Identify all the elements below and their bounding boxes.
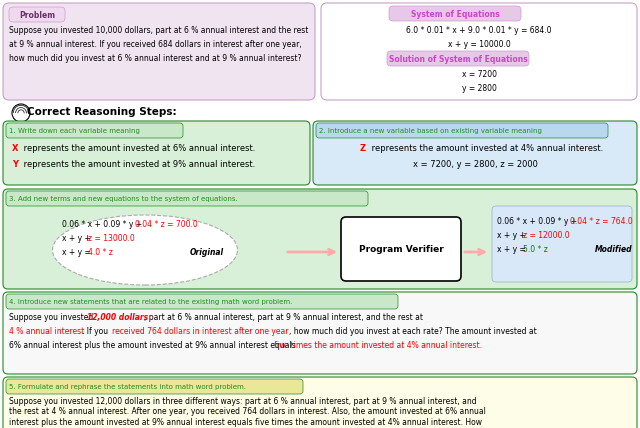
Text: Suppose you invested 10,000 dollars, part at 6 % annual interest and the rest: Suppose you invested 10,000 dollars, par…: [9, 26, 308, 35]
Text: , part at 6 % annual interest, part at 9 % annual interest, and the rest at: , part at 6 % annual interest, part at 9…: [144, 313, 423, 322]
FancyBboxPatch shape: [492, 206, 632, 282]
FancyBboxPatch shape: [387, 51, 529, 66]
Text: 6% annual interest plus the amount invested at 9% annual interest equals: 6% annual interest plus the amount inves…: [9, 341, 298, 350]
FancyBboxPatch shape: [9, 7, 65, 22]
Text: Original: Original: [190, 248, 224, 257]
Text: X: X: [12, 144, 19, 153]
Text: Z: Z: [360, 144, 366, 153]
Circle shape: [12, 104, 30, 122]
FancyBboxPatch shape: [3, 121, 310, 185]
Text: 5. Formulate and rephrase the statements into math word problem.: 5. Formulate and rephrase the statements…: [9, 384, 246, 390]
Text: Y: Y: [12, 160, 18, 169]
Text: 4.0 * z: 4.0 * z: [88, 248, 113, 257]
Text: represents the amount invested at 9% annual interest.: represents the amount invested at 9% ann…: [21, 160, 255, 169]
Text: received 764 dollars in interest after one year: received 764 dollars in interest after o…: [112, 327, 289, 336]
Text: Solution of System of Equations: Solution of System of Equations: [388, 54, 527, 63]
Text: Modified: Modified: [595, 245, 632, 254]
Text: z = 13000.0: z = 13000.0: [88, 234, 135, 243]
Text: x + y =: x + y =: [62, 248, 93, 257]
Text: how much did you invest at 6 % annual interest and at 9 % annual interest?: how much did you invest at 6 % annual in…: [9, 54, 301, 63]
Ellipse shape: [52, 215, 237, 285]
Text: x + y =: x + y =: [497, 245, 528, 254]
Text: Program Verifier: Program Verifier: [358, 244, 444, 253]
Text: 4 % annual interest: 4 % annual interest: [9, 327, 84, 336]
Text: x + y +: x + y +: [497, 231, 528, 240]
Text: represents the amount invested at 6% annual interest.: represents the amount invested at 6% ann…: [21, 144, 255, 153]
FancyBboxPatch shape: [389, 6, 521, 21]
Text: 12,000 dollars: 12,000 dollars: [87, 313, 148, 322]
Text: 2. Introduce a new variable based on existing variable meaning: 2. Introduce a new variable based on exi…: [319, 128, 542, 134]
Text: , how much did you invest at each rate? The amount invested at: , how much did you invest at each rate? …: [289, 327, 537, 336]
Text: 0.06 * x + 0.09 * y +: 0.06 * x + 0.09 * y +: [62, 220, 145, 229]
Text: x = 7200: x = 7200: [461, 70, 497, 79]
Text: System of Equations: System of Equations: [411, 9, 499, 18]
FancyBboxPatch shape: [321, 3, 637, 100]
Text: 4. Introduce new statements that are related to the existing math word problem.: 4. Introduce new statements that are rel…: [9, 299, 292, 305]
Text: at 9 % annual interest. If you received 684 dollars in interest after one year,: at 9 % annual interest. If you received …: [9, 40, 301, 49]
FancyBboxPatch shape: [341, 217, 461, 281]
Text: 6.0 * 0.01 * x + 9.0 * 0.01 * y = 684.0: 6.0 * 0.01 * x + 9.0 * 0.01 * y = 684.0: [406, 26, 552, 35]
FancyBboxPatch shape: [6, 294, 398, 309]
FancyBboxPatch shape: [313, 121, 637, 185]
Text: Suppose you invested 12,000 dollars in three different ways: part at 6 % annual : Suppose you invested 12,000 dollars in t…: [9, 397, 486, 428]
FancyBboxPatch shape: [3, 189, 637, 289]
Text: Suppose you invested: Suppose you invested: [9, 313, 95, 322]
Text: . If you: . If you: [82, 327, 111, 336]
Text: 0.04 * z = 700.0: 0.04 * z = 700.0: [134, 220, 197, 229]
FancyBboxPatch shape: [3, 377, 637, 428]
Text: 0.06 * x + 0.09 * y +: 0.06 * x + 0.09 * y +: [497, 217, 579, 226]
Text: x + y +: x + y +: [62, 234, 93, 243]
Text: y = 2800: y = 2800: [461, 84, 497, 93]
Text: x = 7200, y = 2800, z = 2000: x = 7200, y = 2800, z = 2000: [413, 160, 538, 169]
Text: Correct Reasoning Steps:: Correct Reasoning Steps:: [27, 107, 177, 117]
Text: 1. Write down each variable meaning: 1. Write down each variable meaning: [9, 128, 140, 134]
FancyBboxPatch shape: [6, 123, 183, 138]
Text: x + y = 10000.0: x + y = 10000.0: [447, 40, 510, 49]
Text: 3. Add new terms and new equations to the system of equations.: 3. Add new terms and new equations to th…: [9, 196, 237, 202]
Text: 5.0 * z: 5.0 * z: [524, 245, 548, 254]
FancyBboxPatch shape: [3, 3, 315, 100]
Text: five times the amount invested at 4% annual interest.: five times the amount invested at 4% ann…: [274, 341, 482, 350]
Text: 0.04 * z = 764.0: 0.04 * z = 764.0: [570, 217, 632, 226]
FancyBboxPatch shape: [3, 292, 637, 374]
FancyBboxPatch shape: [6, 191, 368, 206]
Text: represents the amount invested at 4% annual interest.: represents the amount invested at 4% ann…: [369, 144, 604, 153]
Text: z = 12000.0: z = 12000.0: [524, 231, 570, 240]
FancyBboxPatch shape: [316, 123, 608, 138]
Text: Problem: Problem: [19, 11, 55, 20]
FancyBboxPatch shape: [6, 379, 303, 394]
